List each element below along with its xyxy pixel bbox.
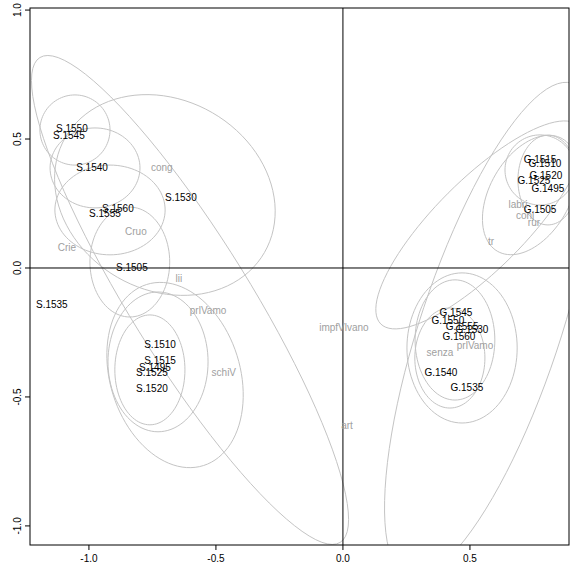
point-label: senza	[427, 347, 454, 358]
plot-frame	[30, 8, 569, 545]
y-tick	[25, 267, 30, 268]
confidence-ellipse	[407, 273, 517, 423]
x-tick-label: 0.0	[336, 553, 350, 564]
point-label: cong	[151, 162, 173, 173]
y-tick-label: 1.0	[12, 3, 23, 17]
point-label: impfVlvano	[319, 322, 369, 333]
chart: -1.0-0.50.00.5-1.0-0.50.00.51.0S.1550S.1…	[0, 0, 574, 570]
confidence-ellipse	[482, 135, 569, 254]
point-label: S.1520	[136, 383, 168, 394]
point-label: labri	[508, 199, 527, 210]
point-label: lii	[176, 273, 183, 284]
point-label: Cruo	[125, 226, 147, 237]
x-tick	[342, 545, 343, 550]
y-tick	[25, 10, 30, 11]
point-label: S.1525	[136, 367, 168, 378]
point-label: G.1510	[528, 158, 561, 169]
x-tick-label: 0.5	[463, 553, 477, 564]
confidence-ellipse	[376, 121, 569, 329]
confidence-ellipse	[115, 315, 185, 425]
confidence-ellipse	[107, 282, 243, 467]
plot-area	[30, 8, 569, 545]
x-tick-label: -0.5	[207, 553, 225, 564]
x-tick	[469, 545, 470, 550]
y-tick-label: -1.0	[12, 517, 23, 535]
y-tick-label: 0.0	[12, 261, 23, 275]
point-label: rur	[528, 217, 541, 228]
y-tick	[25, 396, 30, 397]
point-label: G.1535	[450, 382, 483, 393]
y-tick	[25, 139, 30, 140]
confidence-ellipse	[415, 308, 485, 408]
zero-line-h	[30, 267, 569, 268]
point-label: S.1530	[165, 192, 197, 203]
point-label: S.1505	[116, 262, 148, 273]
x-tick	[215, 545, 216, 550]
y-tick-label: 0.5	[12, 132, 23, 146]
confidence-ellipse	[55, 165, 165, 255]
confidence-ellipse	[505, 135, 569, 205]
zero-line-v	[342, 8, 343, 545]
point-label: schiV	[212, 367, 237, 378]
point-label: art	[341, 420, 353, 431]
point-label: S.1555	[89, 208, 121, 219]
point-label: prlVamo	[190, 305, 227, 316]
confidence-ellipse	[90, 207, 170, 317]
point-label: tr	[488, 236, 495, 247]
confidence-ellipse	[415, 280, 495, 400]
y-tick	[25, 525, 30, 526]
point-label: prlVamo	[457, 340, 494, 351]
y-tick-label: -0.5	[12, 388, 23, 406]
x-tick	[88, 545, 89, 550]
confidence-ellipse	[55, 95, 276, 296]
point-label: G.1540	[425, 367, 458, 378]
point-label: S.1510	[144, 339, 176, 350]
confidence-ellipse	[385, 82, 569, 545]
point-label: Crie	[58, 242, 77, 253]
point-labels: S.1550S.1545S.1540S.1530S.1560S.1555S.15…	[36, 123, 565, 431]
x-tick-label: -1.0	[80, 553, 98, 564]
confidence-ellipse	[31, 55, 348, 544]
confidence-ellipse	[50, 128, 140, 208]
point-label: S.1535	[36, 299, 68, 310]
point-label: G.1495	[532, 183, 565, 194]
point-label: S.1545	[53, 130, 85, 141]
point-label: S.1540	[76, 162, 108, 173]
